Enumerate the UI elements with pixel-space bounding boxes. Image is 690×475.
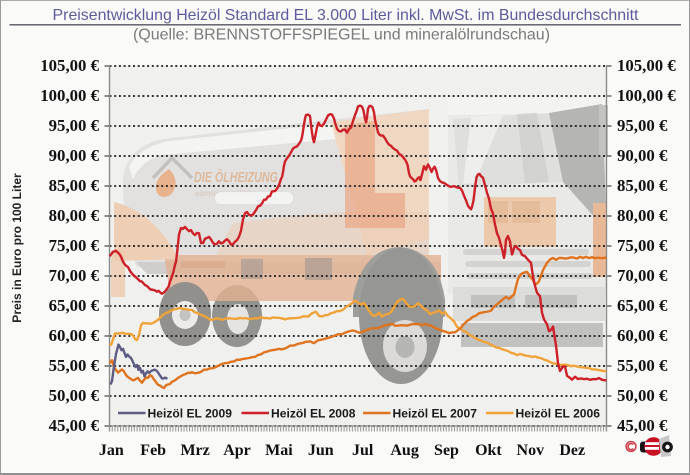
svg-text:55,00 €: 55,00 € (49, 356, 100, 375)
svg-text:Mai: Mai (265, 442, 293, 459)
svg-text:75,00 €: 75,00 € (49, 236, 100, 255)
svg-text:Dez: Dez (559, 442, 585, 459)
svg-text:70,00 €: 70,00 € (617, 266, 668, 285)
svg-text:80,00 €: 80,00 € (617, 206, 668, 225)
svg-text:95,00 €: 95,00 € (617, 116, 668, 135)
svg-text:80,00 €: 80,00 € (49, 206, 100, 225)
svg-text:Heizöl EL 2007: Heizöl EL 2007 (393, 407, 478, 421)
svg-text:50,00 €: 50,00 € (617, 386, 668, 405)
svg-text:100,00 €: 100,00 € (617, 86, 676, 105)
svg-text:60,00 €: 60,00 € (617, 326, 668, 345)
svg-text:Nov: Nov (517, 442, 545, 459)
svg-text:Heizöl EL 2009: Heizöl EL 2009 (148, 407, 233, 421)
svg-text:Heizöl EL 2008: Heizöl EL 2008 (271, 407, 356, 421)
svg-text:Apr: Apr (223, 442, 251, 459)
svg-text:105,00 €: 105,00 € (40, 56, 99, 75)
svg-text:Preis in Euro pro 100 Liter: Preis in Euro pro 100 Liter (10, 173, 24, 323)
svg-text:Jul: Jul (352, 442, 374, 459)
svg-text:Mrz: Mrz (180, 442, 209, 459)
svg-text:90,00 €: 90,00 € (617, 146, 668, 165)
svg-text:75,00 €: 75,00 € (617, 236, 668, 255)
svg-text:Heizöl EL 2006: Heizöl EL 2006 (516, 407, 601, 421)
svg-text:wärmstens empfohlen: wärmstens empfohlen (194, 188, 257, 198)
svg-text:65,00 €: 65,00 € (617, 296, 668, 315)
svg-text:45,00 €: 45,00 € (49, 416, 100, 435)
svg-text:100,00 €: 100,00 € (40, 86, 99, 105)
svg-text:DIE ÖLHEIZUNG: DIE ÖLHEIZUNG (194, 169, 278, 186)
svg-text:Preisentwicklung Heizöl Standa: Preisentwicklung Heizöl Standard EL 3.00… (53, 7, 639, 24)
svg-text:45,00 €: 45,00 € (617, 416, 668, 435)
svg-text:Sep: Sep (434, 442, 459, 459)
svg-text:65,00 €: 65,00 € (49, 296, 100, 315)
svg-text:(Quelle: BRENNSTOFFSPIEGEL und: (Quelle: BRENNSTOFFSPIEGEL und mineralöl… (133, 27, 550, 44)
svg-text:70,00 €: 70,00 € (49, 266, 100, 285)
svg-text:90,00 €: 90,00 € (49, 146, 100, 165)
svg-text:95,00 €: 95,00 € (49, 116, 100, 135)
svg-text:85,00 €: 85,00 € (49, 176, 100, 195)
svg-text:Aug: Aug (390, 442, 418, 459)
svg-text:55,00 €: 55,00 € (617, 356, 668, 375)
svg-text:Feb: Feb (140, 442, 166, 459)
svg-text:Okt: Okt (475, 442, 502, 459)
svg-text:60,00 €: 60,00 € (49, 326, 100, 345)
svg-text:Jan: Jan (99, 442, 124, 459)
svg-text:Jun: Jun (308, 442, 334, 459)
svg-text:105,00 €: 105,00 € (617, 56, 676, 75)
svg-text:85,00 €: 85,00 € (617, 176, 668, 195)
svg-text:50,00 €: 50,00 € (49, 386, 100, 405)
